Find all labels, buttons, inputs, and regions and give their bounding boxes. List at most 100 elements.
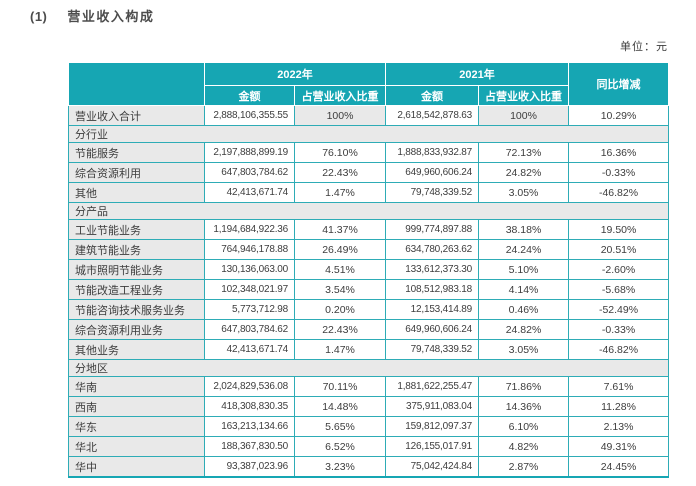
yoy-value: 20.51% [568,239,670,260]
row-label: 华南 [68,376,205,397]
section-row: 分地区 [67,359,670,377]
pct-2021: 100% [478,105,570,126]
section-title-text: 营业收入构成 [67,9,155,24]
pct-2022: 70.11% [293,376,387,397]
amount-2021-header: 金额 [385,85,480,106]
amount-2022: 93,387,023.96 [204,456,295,478]
yoy-value: -0.33% [568,162,670,183]
amount-2021: 126,155,017.91 [385,436,480,457]
table-row: 综合资源利用 647,803,784.62 22.43% 649,960,606.24… [68,162,670,183]
yoy-value: -0.33% [568,319,670,340]
row-label: 西南 [68,396,205,417]
section-label: 分行业 [67,125,670,143]
table-row: 营业收入合计 2,888,106,355.55 100% 2,618,542,878.… [68,105,670,126]
yoy-value: 16.36% [568,142,670,163]
row-label: 工业节能业务 [68,219,205,240]
amount-2022: 102,348,021.97 [204,279,295,300]
row-label: 城市照明节能业务 [68,259,205,280]
pct-2021: 14.36% [478,396,570,417]
amount-2022: 5,773,712.98 [204,299,295,320]
row-label: 华中 [68,456,205,478]
pct-2021: 4.14% [478,279,570,300]
amount-2021: 649,960,606.24 [385,162,480,183]
amount-2022: 647,803,784.62 [204,162,295,183]
yoy-value: 49.31% [568,436,670,457]
amount-2022: 418,308,830.35 [204,396,295,417]
pct-2022: 1.47% [293,182,387,203]
row-label: 建筑节能业务 [68,239,205,260]
amount-2022: 2,197,888,899.19 [204,142,295,163]
amount-2021: 108,512,983.18 [385,279,480,300]
row-label: 营业收入合计 [68,105,205,126]
pct-2021-header: 占营业收入比重 [478,85,570,106]
pct-2021: 71.86% [478,376,570,397]
yoy-value: 19.50% [568,219,670,240]
amount-2021: 1,888,833,932.87 [385,142,480,163]
amount-2022: 764,946,178.88 [204,239,295,260]
pct-2021: 3.05% [478,182,570,203]
pct-2021: 5.10% [478,259,570,280]
pct-2022: 6.52% [293,436,387,457]
pct-2021: 24.82% [478,319,570,340]
amount-2021: 133,612,373.30 [385,259,480,280]
section-number: (1) [30,9,48,24]
row-label: 其他业务 [68,339,205,360]
yoy-value: -5.68% [568,279,670,300]
table-row: 工业节能业务 1,194,684,922.36 41.37% 999,774,897.… [68,219,670,240]
table-row: 其他业务 42,413,671.74 1.47% 79,748,339.52 3.05%… [68,339,670,360]
table-row: 华北 188,367,830.50 6.52% 126,155,017.91 4.82%… [68,436,670,457]
table-row: 综合资源利用业务 647,803,784.62 22.43% 649,960,606.… [68,319,670,340]
year-2022-header: 2022年 [203,62,387,86]
amount-2021: 12,153,414.89 [385,299,480,320]
amount-2021: 2,618,542,878.63 [385,105,480,126]
pct-2022: 22.43% [293,162,387,183]
row-label: 节能咨询技术服务业务 [68,299,205,320]
pct-2022: 0.20% [293,299,387,320]
pct-2021: 72.13% [478,142,570,163]
table-row: 其他 42,413,671.74 1.47% 79,748,339.52 3.05% -4… [68,182,670,203]
table-row: 建筑节能业务 764,946,178.88 26.49% 634,780,263.62… [68,239,670,260]
amount-2022-header: 金额 [204,85,295,106]
row-label: 华北 [68,436,205,457]
amount-2022: 42,413,671.74 [204,182,295,203]
yoy-header: 同比增减 [568,62,670,106]
corner-header-cell [68,62,205,106]
pct-2022-header: 占营业收入比重 [293,85,387,106]
yoy-value: -46.82% [568,339,670,360]
table-row: 华中 93,387,023.96 3.23% 75,042,424.84 2.87% 24… [68,456,670,478]
amount-2022: 188,367,830.50 [204,436,295,457]
pct-2022: 3.23% [293,456,387,478]
yoy-value: -52.49% [568,299,670,320]
unit-label: 单位：元 [620,41,668,53]
pct-2022: 26.49% [293,239,387,260]
pct-2022: 3.54% [293,279,387,300]
header-row-years: 2022年 2021年 同比增减 [68,62,670,106]
row-label: 华东 [68,416,205,437]
pct-2022: 76.10% [293,142,387,163]
amount-2021: 75,042,424.84 [385,456,480,478]
amount-2022: 42,413,671.74 [204,339,295,360]
pct-2021: 38.18% [478,219,570,240]
amount-2021: 375,911,083.04 [385,396,480,417]
row-label: 节能服务 [68,142,205,163]
amount-2021: 79,748,339.52 [385,182,480,203]
pct-2021: 4.82% [478,436,570,457]
row-label: 综合资源利用业务 [68,319,205,340]
amount-2022: 2,888,106,355.55 [204,105,295,126]
table-row: 华东 163,213,134.66 5.65% 159,812,097.37 6.10%… [68,416,670,437]
row-label: 其他 [68,182,205,203]
section-label: 分产品 [67,202,670,220]
section-row: 分产品 [67,202,670,220]
amount-2021: 159,812,097.37 [385,416,480,437]
yoy-value: -46.82% [568,182,670,203]
amount-2022: 130,136,063.00 [204,259,295,280]
row-label: 节能改造工程业务 [68,279,205,300]
table-row: 西南 418,308,830.35 14.48% 375,911,083.04 14.3… [68,396,670,417]
yoy-value: -2.60% [568,259,670,280]
pct-2022: 41.37% [293,219,387,240]
row-label: 综合资源利用 [68,162,205,183]
amount-2021: 999,774,897.88 [385,219,480,240]
yoy-value: 2.13% [568,416,670,437]
pct-2021: 2.87% [478,456,570,478]
